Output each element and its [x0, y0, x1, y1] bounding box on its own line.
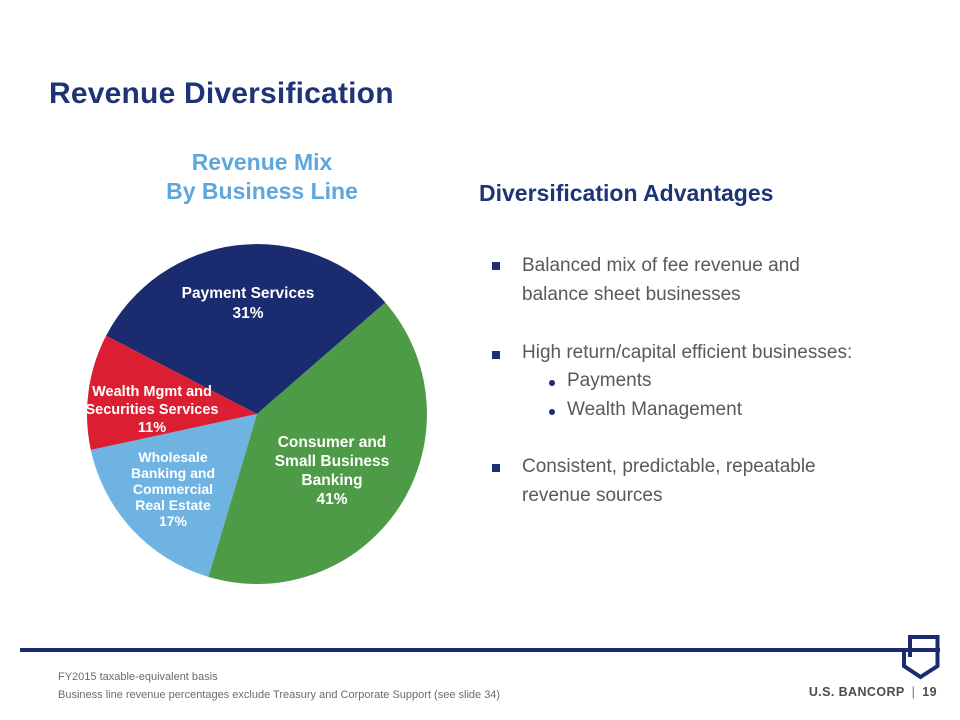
bullet-square-icon: [492, 351, 500, 359]
bullet-balanced-mix: Balanced mix of fee revenue and balance …: [522, 255, 800, 305]
revenue-mix-pie-chart: [86, 244, 427, 584]
brand-wordmark: U.S. BANCORP: [808, 685, 905, 699]
pie-slice-wholesale-banking-cre: [90, 414, 257, 577]
us-bancorp-shield-logo-icon: [902, 635, 940, 680]
bullet-consistent-revenue: Consistent, predictable, repeatable reve…: [522, 456, 816, 506]
chart-heading-line2: By Business Line: [166, 178, 358, 204]
pie-label-payment-services: Payment Services 31%: [181, 285, 315, 322]
page-title: Revenue Diversification: [49, 77, 394, 110]
bullet-square-icon: [492, 262, 500, 270]
sub-bullet-dot-icon: [549, 409, 555, 415]
pie-slice-consumer-small-business: [208, 302, 427, 584]
sub-bullet-wealth-management: Wealth Management: [567, 399, 742, 420]
footer-brand-line: U.S. BANCORP | 19: [809, 685, 937, 699]
pie-label-wealth-mgmt-securities: Wealth Mgmt and Securities Services 11%: [85, 384, 219, 436]
footnote-basis: FY2015 taxable-equivalent basis: [58, 671, 218, 683]
brand-separator: |: [911, 685, 916, 699]
pie-label-consumer-small-business: Consumer and Small Business Banking 41%: [274, 434, 390, 508]
sub-bullet-payments: Payments: [567, 370, 652, 391]
bullet-high-return: High return/capital efficient businesses…: [522, 342, 853, 363]
footer-rule: [20, 648, 940, 652]
pie-label-wholesale-banking-cre: Wholesale Banking and Commercial Real Es…: [130, 449, 216, 529]
pie-slice-payment-services: [106, 244, 386, 414]
chart-heading: Revenue Mix By Business Line: [166, 148, 358, 206]
page-number: 19: [922, 685, 937, 699]
footnotes: FY2015 taxable-equivalent basis Business…: [58, 668, 500, 704]
footnote-exclusions: Business line revenue percentages exclud…: [58, 689, 501, 701]
diversification-advantages-heading: Diversification Advantages: [479, 180, 774, 206]
sub-bullet-dot-icon: [549, 380, 555, 386]
chart-heading-line1: Revenue Mix: [191, 149, 333, 175]
pie-slice-wealth-mgmt-securities: [86, 335, 257, 450]
bullet-square-icon: [492, 464, 500, 472]
